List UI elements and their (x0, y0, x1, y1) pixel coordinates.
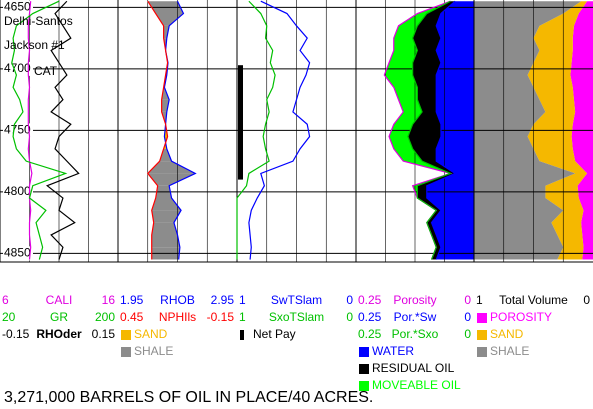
depth-label: 4650 (4, 0, 31, 14)
scale-left: 0.25 (358, 310, 382, 324)
curve-name: Por.*Sw (394, 310, 437, 324)
well-header: CAT (34, 64, 58, 78)
legend-label: Net Pay (253, 327, 296, 341)
scale-right: -0.15 (207, 310, 235, 324)
well-header: Jackson #1 (4, 38, 65, 52)
legend: 6 CALI 16 20 GR 200 -0.15 RHOder 0.15 1.95 RHOB 2.9… (2, 293, 590, 392)
scale-left: -0.15 (2, 327, 30, 341)
scale-right: 0 (583, 293, 590, 307)
legend-label: MOVEABLE OIL (372, 378, 461, 392)
legend-label: POROSITY (490, 310, 552, 324)
scale-right: 2.95 (211, 293, 235, 307)
legend-swatch (240, 330, 244, 340)
net-pay-bar (238, 65, 243, 180)
depth-label-bg (3, 123, 33, 138)
scale-left: 0.45 (120, 310, 144, 324)
legend-swatch (121, 330, 131, 340)
depth-label: 4850 (4, 246, 31, 260)
legend-swatch (359, 381, 369, 391)
legend-label: SHALE (490, 344, 529, 358)
curve-name: SxoTSlam (269, 310, 324, 324)
scale-right: 200 (95, 310, 115, 324)
depth-label: 4800 (4, 184, 31, 198)
shale-fill (151, 234, 180, 248)
log-curve (163, 0, 197, 260)
scale-left: 0.25 (358, 293, 382, 307)
scale-right: 0 (346, 310, 353, 324)
shale-fill (155, 13, 184, 26)
shale-fill (151, 210, 182, 223)
scale-right: 0 (464, 293, 471, 307)
shale-fill (147, 161, 196, 174)
legend-label: RESIDUAL OIL (372, 361, 455, 375)
legend-label: SAND (134, 327, 168, 341)
scale-left: 1 (239, 293, 246, 307)
depth-label: 4700 (4, 61, 31, 75)
scale-right: 0.15 (92, 327, 116, 341)
curve-name: Porosity (393, 293, 436, 307)
log-curve (236, 0, 276, 260)
scale-left: 20 (2, 310, 16, 324)
curve-name: NPHIls (159, 310, 196, 324)
legend-swatch (477, 347, 487, 357)
curve-name: Por.*Sxo (392, 327, 439, 341)
shale-fill (163, 25, 170, 39)
log-curve (46, 0, 80, 260)
curve-name: SwTSlam (271, 293, 322, 307)
log-curve (407, 0, 453, 260)
curve-name: Total Volume (499, 293, 568, 307)
scale-left: 1.95 (120, 293, 144, 307)
well-header: Delhi-Santos (4, 14, 73, 28)
plot-area: 4650 4700 4750 4800 4850 Delhi-Santos Jackson … (0, 0, 593, 263)
legend-swatch (477, 313, 487, 323)
scale-right: 0 (346, 293, 353, 307)
log-curve (27, 1, 33, 260)
legend-swatch (359, 364, 369, 374)
curve-name: RHOB (160, 293, 195, 307)
legend-label: WATER (372, 344, 414, 358)
legend-label: SAND (490, 327, 524, 341)
depth-label-bg (3, 0, 33, 15)
shale-fill (147, 173, 196, 186)
scale-left: 1 (239, 310, 246, 324)
shale-fill (151, 222, 178, 235)
depth-label-bg (3, 61, 33, 76)
log-curve (426, 0, 457, 260)
legend-swatch (477, 330, 487, 340)
legend-swatch (121, 347, 131, 357)
curve-name: GR (50, 310, 68, 324)
log-curve (146, 0, 169, 260)
log-curve (248, 0, 311, 260)
scale-right: 16 (102, 293, 116, 307)
depth-label-bg (3, 246, 33, 261)
log-curve (11, 0, 68, 260)
volume-fill (384, 1, 451, 260)
footer: 3,271,000 BARRELS OF OIL IN PLACE/40 ACR… (4, 389, 373, 406)
scale-right: 0 (464, 310, 471, 324)
curve-name: RHOder (36, 327, 82, 341)
curve-name: CALI (46, 293, 73, 307)
legend-swatch (359, 347, 369, 357)
legend-label: SHALE (134, 344, 173, 358)
scale-left: 6 (2, 293, 9, 307)
depth-label: 4750 (4, 123, 31, 137)
scale-right: 0 (464, 327, 471, 341)
depth-label-bg (3, 184, 33, 199)
scale-left: 1 (476, 293, 483, 307)
scale-left: 0.25 (358, 327, 382, 341)
